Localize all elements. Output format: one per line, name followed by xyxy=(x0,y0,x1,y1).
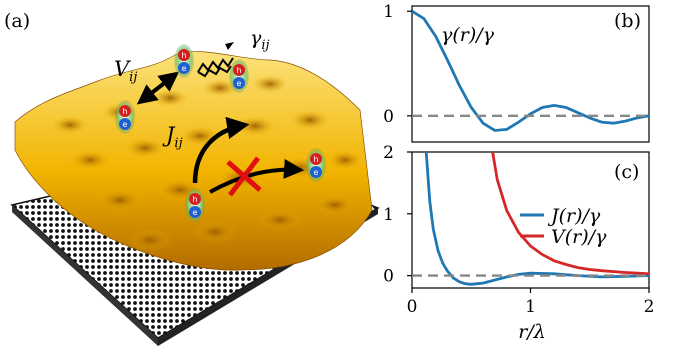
panel-b-frame xyxy=(411,5,650,143)
svg-text:h: h xyxy=(313,155,318,164)
emission-arrow xyxy=(197,42,234,78)
x-tick-label: 2 xyxy=(644,297,655,317)
panel-label-a: (a) xyxy=(4,10,30,32)
y-tick-label: 2 xyxy=(383,143,394,163)
svg-text:e: e xyxy=(314,168,319,177)
svg-text:h: h xyxy=(236,66,241,75)
panel-label-c: (c) xyxy=(614,161,639,183)
panel-c-x-ticks: 0 1 2 xyxy=(407,288,655,317)
panel-c-chart: (c) J(r)/γ V(r)/γ 0 1 2 0 1 2 r/λ xyxy=(383,143,654,343)
x-tick-label: 0 xyxy=(407,297,418,317)
interaction-arrow xyxy=(136,71,180,105)
panel-c-legend: J(r)/γ V(r)/γ xyxy=(520,205,607,248)
label-j-ij: Jij xyxy=(162,123,183,151)
panel-b-y-ticks: 01 xyxy=(383,2,412,127)
panel-c-y-ticks: 0 1 2 xyxy=(383,143,412,287)
label-gamma-ij: γij xyxy=(250,27,270,53)
svg-text:e: e xyxy=(182,64,187,73)
blocked-cross xyxy=(226,156,262,197)
y-tick-label: 1 xyxy=(383,205,394,225)
exciton-1: h e xyxy=(174,44,194,78)
y-tick-label: 0 xyxy=(383,267,394,287)
exciton-4: h e xyxy=(185,188,205,222)
svg-text:h: h xyxy=(181,51,186,60)
exciton-3: h e xyxy=(115,100,135,134)
legend-label-v: V(r)/γ xyxy=(551,226,607,248)
series-line-0 xyxy=(412,10,649,132)
panel-c-series xyxy=(412,152,649,286)
hopping-arrow xyxy=(192,116,304,194)
legend-label-j: J(r)/γ xyxy=(547,205,601,227)
svg-text:e: e xyxy=(237,79,242,88)
panel-a-illustration: (a) xyxy=(4,10,380,346)
exciton-5: h e xyxy=(306,148,326,182)
panel-b-series xyxy=(412,10,649,132)
y-tick-label: 0 xyxy=(383,107,394,127)
panel-c-xlabel: r/λ xyxy=(518,321,546,343)
x-tick-label: 1 xyxy=(525,297,536,317)
svg-text:e: e xyxy=(193,208,198,217)
y-tick-label: 1 xyxy=(383,2,394,22)
panel-label-b: (b) xyxy=(614,10,641,32)
panel-b-title: γ(r)/γ xyxy=(441,24,495,46)
svg-text:h: h xyxy=(122,107,127,116)
exciton-2: h e xyxy=(229,59,249,93)
panel-b-chart: γ(r)/γ (b) 01 xyxy=(383,2,650,143)
svg-text:h: h xyxy=(192,195,197,204)
label-v-ij: Vij xyxy=(114,57,137,85)
svg-text:e: e xyxy=(123,120,128,129)
series-line-1 xyxy=(491,152,649,276)
